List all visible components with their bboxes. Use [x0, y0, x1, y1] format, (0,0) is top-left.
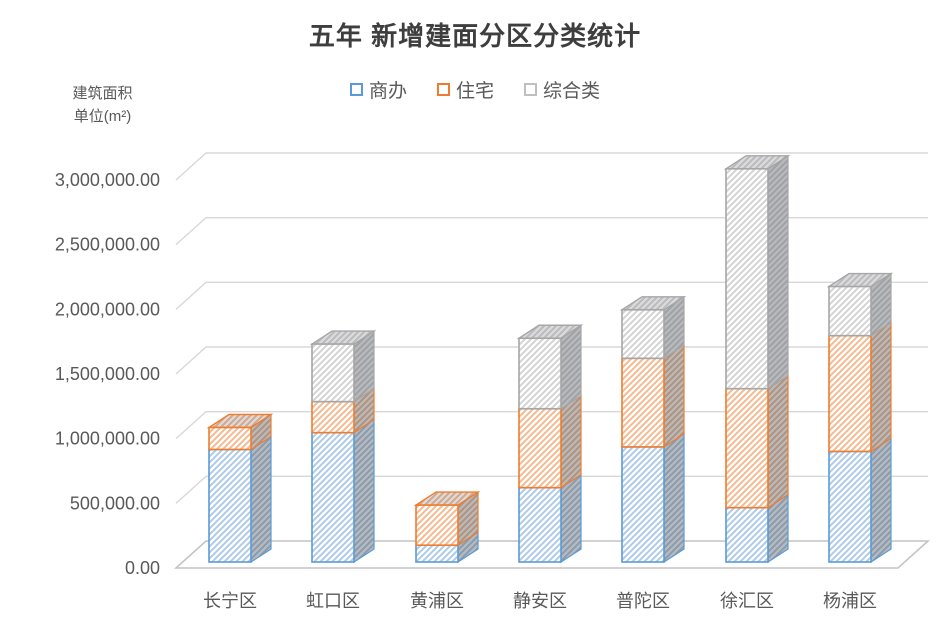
x-category-label: 虹口区	[306, 591, 360, 611]
bar-seg-side-s0-c3[interactable]	[561, 474, 581, 562]
bar-seg-side-shade-s1-c3	[560, 394, 582, 489]
bar-seg-front-s1-c4[interactable]	[621, 357, 665, 448]
bar-seg-front-s2-c5[interactable]	[725, 168, 769, 390]
legend-swatch-icon	[524, 83, 537, 96]
bar-6	[826, 272, 894, 564]
bar-seg-side-s1-c3[interactable]	[561, 395, 581, 488]
bar-seg-front-s1-c6[interactable]	[828, 334, 872, 453]
y-axis-title-line2: 单位(m²)	[73, 108, 132, 126]
bar-seg-side-s1-c6[interactable]	[871, 322, 891, 452]
bar-seg-side-s0-c6[interactable]	[871, 438, 891, 562]
gridline	[175, 216, 928, 246]
bar-seg-side-s1-c5[interactable]	[768, 375, 788, 508]
bar-seg-front-s2-c6[interactable]	[828, 285, 872, 337]
x-category-label: 长宁区	[203, 591, 257, 611]
gridline	[175, 475, 928, 504]
legend-swatch-icon	[349, 83, 363, 96]
chart-legend: 商办 住宅 综合类	[0, 76, 950, 103]
bar-seg-side-shade-s0-c6	[870, 437, 892, 564]
bar-3	[516, 324, 584, 564]
bar-seg-front-s2-c3[interactable]	[518, 337, 562, 410]
bar-seg-side-s0-c2[interactable]	[458, 532, 478, 562]
y-tick-label: 2,000,000.00	[55, 299, 160, 319]
bar-seg-side-shade-s2-c3	[560, 324, 582, 410]
chart-title: 五年 新增建面分区分类统计	[308, 21, 642, 51]
y-axis-title: 建筑面积 单位(m²)	[40, 82, 165, 129]
bar-seg-side-s2-c4[interactable]	[664, 296, 684, 359]
bar-seg-front-s1-c3[interactable]	[518, 407, 562, 489]
bar-seg-side-shade-s0-c0	[250, 435, 272, 564]
bar-seg-front-s0-c1[interactable]	[311, 431, 355, 563]
gridline	[175, 281, 928, 310]
gridline	[175, 152, 928, 181]
legend-item-1[interactable]: 住宅	[436, 76, 494, 103]
legend-label: 住宅	[455, 81, 494, 102]
bar-seg-side-shade-s0-c3	[560, 473, 582, 564]
y-tick-label: 3,000,000.00	[55, 170, 160, 190]
chart-floor	[173, 540, 931, 569]
x-category-label: 徐汇区	[720, 591, 774, 611]
gridline	[175, 410, 928, 440]
legend-item-0[interactable]: 商办	[349, 76, 407, 103]
bar-seg-side-s0-c5[interactable]	[768, 494, 788, 562]
bar-seg-front-s0-c3[interactable]	[518, 486, 562, 563]
bar-seg-front-s2-c4[interactable]	[621, 308, 665, 360]
bar-seg-front-s2-c1[interactable]	[311, 343, 355, 403]
bar-seg-front-s0-c6[interactable]	[828, 450, 872, 563]
bar-seg-side-s1-c2[interactable]	[458, 492, 478, 546]
x-category-label: 普陀区	[616, 591, 670, 611]
bar-seg-side-s2-c3[interactable]	[561, 325, 581, 409]
bar-seg-front-s0-c4[interactable]	[621, 446, 665, 563]
legend-swatch-icon	[436, 83, 450, 96]
y-tick-label: 0.00	[125, 558, 160, 578]
y-tick-label: 1,500,000.00	[55, 364, 160, 384]
bar-seg-front-s0-c2[interactable]	[415, 544, 459, 563]
bar-seg-side-shade-s1-c6	[870, 321, 892, 453]
bar-seg-front-s0-c0[interactable]	[208, 448, 252, 563]
x-category-label: 静安区	[513, 591, 567, 611]
bar-seg-front-s1-c5[interactable]	[725, 387, 769, 509]
bar-seg-side-shade-s0-c1	[353, 418, 375, 564]
bar-seg-side-shade-s1-c4	[663, 344, 685, 448]
bar-seg-side-s0-c0[interactable]	[251, 436, 271, 562]
y-axis-title-line1: 建筑面积	[72, 85, 133, 102]
bar-seg-side-s2-c5[interactable]	[768, 155, 788, 389]
legend-item-2[interactable]: 综合类	[524, 76, 600, 103]
bar-seg-front-s1-c1[interactable]	[311, 400, 355, 434]
bar-seg-side-s1-c0[interactable]	[251, 414, 271, 450]
bar-seg-side-s1-c1[interactable]	[354, 388, 374, 433]
bar-5	[723, 154, 791, 564]
x-category-label: 杨浦区	[823, 591, 877, 611]
x-category-label: 黄浦区	[410, 591, 464, 611]
gridline	[175, 346, 928, 375]
bar-seg-front-s1-c0[interactable]	[208, 426, 252, 451]
bar-seg-side-shade-s0-c4	[663, 432, 685, 564]
bar-4	[619, 295, 687, 564]
legend-label: 综合类	[543, 81, 601, 102]
bar-0	[206, 413, 274, 564]
bar-seg-side-shade-s2-c5	[767, 154, 789, 390]
y-tick-label: 2,500,000.00	[55, 235, 160, 255]
bar-seg-side-s0-c1[interactable]	[354, 419, 374, 562]
bar-seg-side-s2-c6[interactable]	[871, 273, 891, 336]
bar-2	[413, 490, 481, 564]
bar-seg-side-s0-c4[interactable]	[664, 433, 684, 562]
legend-label: 商办	[368, 81, 407, 102]
bar-seg-side-s1-c4[interactable]	[664, 345, 684, 447]
y-tick-label: 500,000.00	[70, 493, 160, 513]
bar-seg-side-s2-c1[interactable]	[354, 331, 374, 402]
bar-seg-front-s0-c5[interactable]	[725, 506, 769, 563]
bar-seg-front-s1-c2[interactable]	[415, 504, 459, 546]
y-tick-label: 1,000,000.00	[55, 429, 160, 449]
bar-seg-side-shade-s1-c5	[767, 374, 789, 509]
bar-1	[309, 329, 377, 564]
